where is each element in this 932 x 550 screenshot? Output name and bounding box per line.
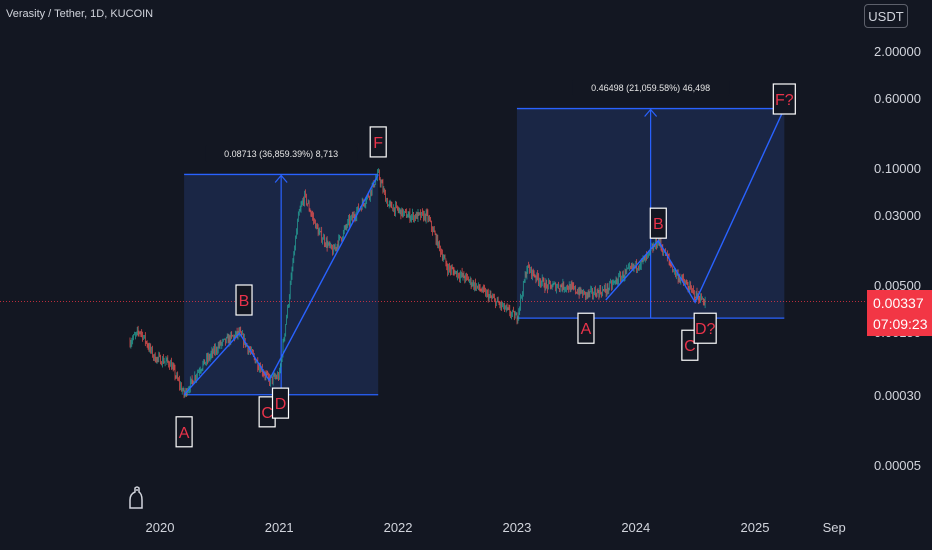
x-axis-tick-label: Sep [823,520,846,535]
wave-label: A [179,425,190,442]
bar-countdown-label: 07:09:23 [873,316,928,332]
wave-label-box[interactable] [271,387,290,419]
currency-button[interactable]: USDT [864,4,908,28]
y-axis-tick-label: 0.10000 [874,161,921,176]
wave-label-box[interactable] [235,284,253,316]
wave-label: F [373,135,383,152]
wave-label-box[interactable] [772,83,796,115]
wave-label-box[interactable] [175,416,193,448]
wave-label: B [653,216,664,233]
x-axis-tick-label: 2024 [621,520,650,535]
x-axis-tick-label: 2021 [265,520,294,535]
wave-projection-line[interactable] [605,108,785,304]
x-axis-tick-label: 2023 [502,520,531,535]
measure-label-background [205,145,358,162]
wave-projection-line[interactable] [183,174,379,396]
wave-label: B [239,293,250,310]
measure-arrow-head [644,108,658,117]
y-axis-tick-label: 0.00005 [874,458,921,473]
y-axis-tick-label: 0.60000 [874,91,921,106]
y-axis-tick-label: 0.00500 [874,278,921,293]
wave-label: C [684,338,696,355]
wave-label: D? [695,321,716,338]
wave-label-box[interactable] [369,126,387,158]
current-price-label: 0.00337 [873,295,924,311]
y-axis-tick-label: 2.00000 [874,44,921,59]
wave-label: A [581,321,592,338]
measure-label-background [572,79,730,96]
current-price-badge: 0.00337 07:09:23 [867,290,932,336]
measure-label: 0.08713 (36,859.39%) 8,713 [224,149,338,159]
measure-arrow-head [274,174,288,183]
wave-label: F? [775,92,794,109]
wave-label: D [275,396,287,413]
wave-label-box[interactable] [693,312,717,344]
y-axis-tick-label: 0.00030 [874,388,921,403]
tradingview-logo-icon[interactable] [129,486,143,509]
symbol-title[interactable]: Verasity / Tether, 1D, KUCOIN [6,8,154,20]
wave-label: C [261,405,273,422]
wave-label-box[interactable] [649,207,667,239]
measure-label: 0.46498 (21,059.58%) 46,498 [591,83,710,93]
wave-label-box[interactable] [577,312,595,344]
x-axis-tick-label: 2025 [741,520,770,535]
x-axis-tick-label: 2022 [384,520,413,535]
y-axis-tick-label: 0.03000 [874,208,921,223]
x-axis-tick-label: 2020 [146,520,175,535]
